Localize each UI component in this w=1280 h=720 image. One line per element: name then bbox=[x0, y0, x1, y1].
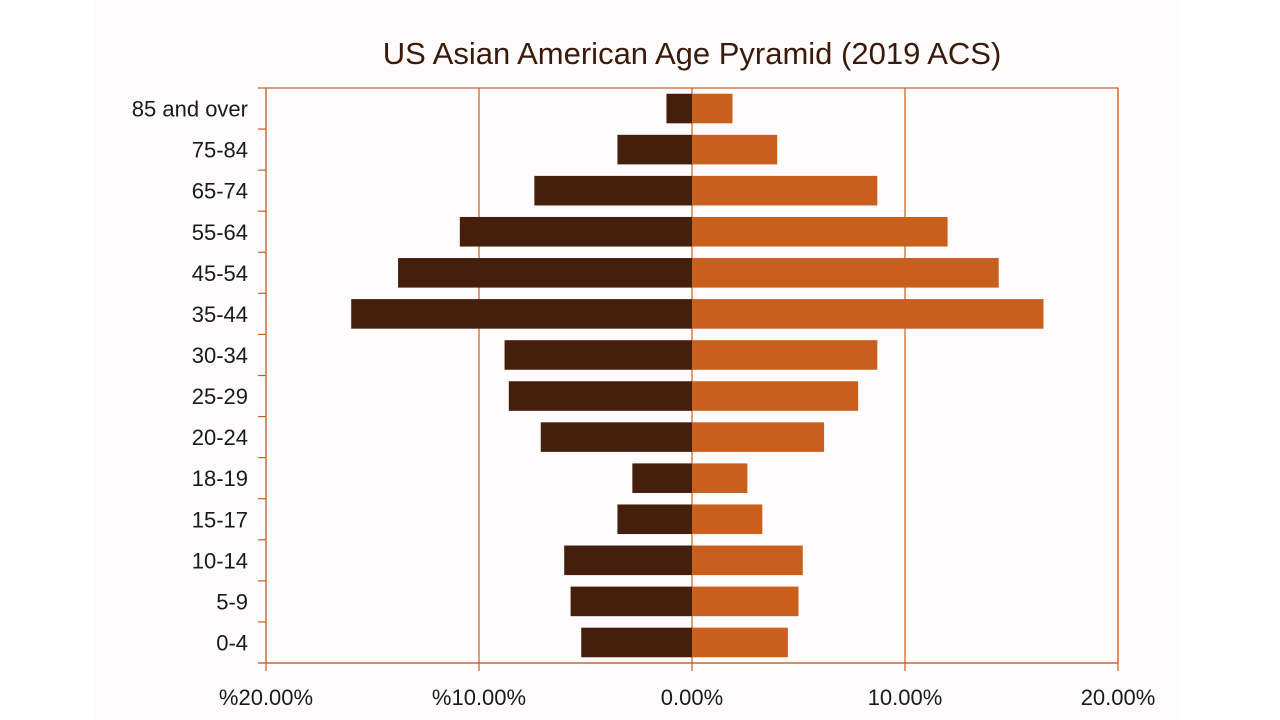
axes bbox=[258, 87, 1119, 671]
grid-lines bbox=[265, 87, 1119, 664]
category-label: 10-14 bbox=[192, 548, 248, 573]
bar-right bbox=[692, 175, 878, 206]
bar-right bbox=[692, 627, 788, 658]
bar-right bbox=[692, 216, 948, 247]
category-label: 20-24 bbox=[192, 425, 248, 450]
x-tick-label: 0.00% bbox=[661, 685, 723, 710]
bar-right bbox=[692, 504, 763, 535]
bar-right bbox=[692, 381, 859, 411]
bar-left bbox=[534, 175, 692, 206]
chart-title: US Asian American Age Pyramid (2019 ACS) bbox=[383, 36, 1002, 71]
category-label: 5-9 bbox=[216, 589, 248, 614]
bar-right bbox=[692, 545, 803, 576]
bar-left bbox=[564, 545, 692, 576]
category-labels: 85 and over 75-84 65-74 55-64 45-54 35-44 30-3… bbox=[132, 97, 248, 656]
category-label: 85 and over bbox=[132, 97, 248, 122]
x-tick-label: 10.00% bbox=[868, 685, 943, 710]
bar-left bbox=[459, 216, 692, 247]
x-tick-label: %20.00% bbox=[219, 685, 313, 710]
bar-left bbox=[617, 504, 692, 535]
bar-left bbox=[540, 422, 692, 452]
bar-right bbox=[692, 134, 778, 165]
category-label: 35-44 bbox=[192, 302, 248, 327]
bar-left bbox=[581, 627, 692, 658]
bar-right bbox=[692, 93, 733, 124]
category-label: 75-84 bbox=[192, 138, 248, 163]
bar-left bbox=[398, 258, 692, 288]
bar-left bbox=[504, 340, 692, 370]
category-label: 25-29 bbox=[192, 384, 248, 409]
x-tick-label: %10.00% bbox=[432, 685, 526, 710]
bar-right bbox=[692, 422, 825, 452]
bar-right bbox=[692, 463, 748, 493]
category-label: 18-19 bbox=[192, 466, 248, 491]
bar-left bbox=[632, 463, 692, 493]
bar-left bbox=[617, 134, 692, 165]
bar-left bbox=[666, 93, 692, 124]
category-label: 0-4 bbox=[216, 630, 248, 655]
x-tick-label: 20.00% bbox=[1081, 685, 1156, 710]
x-tick-labels: %20.00% %10.00% 0.00% 10.00% 20.00% bbox=[219, 685, 1155, 710]
bar-left bbox=[508, 381, 692, 411]
bar-right bbox=[692, 586, 799, 617]
category-label: 65-74 bbox=[192, 179, 248, 204]
bar-right bbox=[692, 299, 1044, 329]
bar-right bbox=[692, 258, 999, 288]
category-label: 55-64 bbox=[192, 220, 248, 245]
bar-left bbox=[570, 586, 692, 617]
category-label: 30-34 bbox=[192, 343, 248, 368]
category-label: 15-17 bbox=[192, 507, 248, 532]
bar-left bbox=[351, 299, 692, 329]
bars bbox=[351, 93, 1044, 658]
bar-right bbox=[692, 340, 878, 370]
category-label: 45-54 bbox=[192, 261, 248, 286]
